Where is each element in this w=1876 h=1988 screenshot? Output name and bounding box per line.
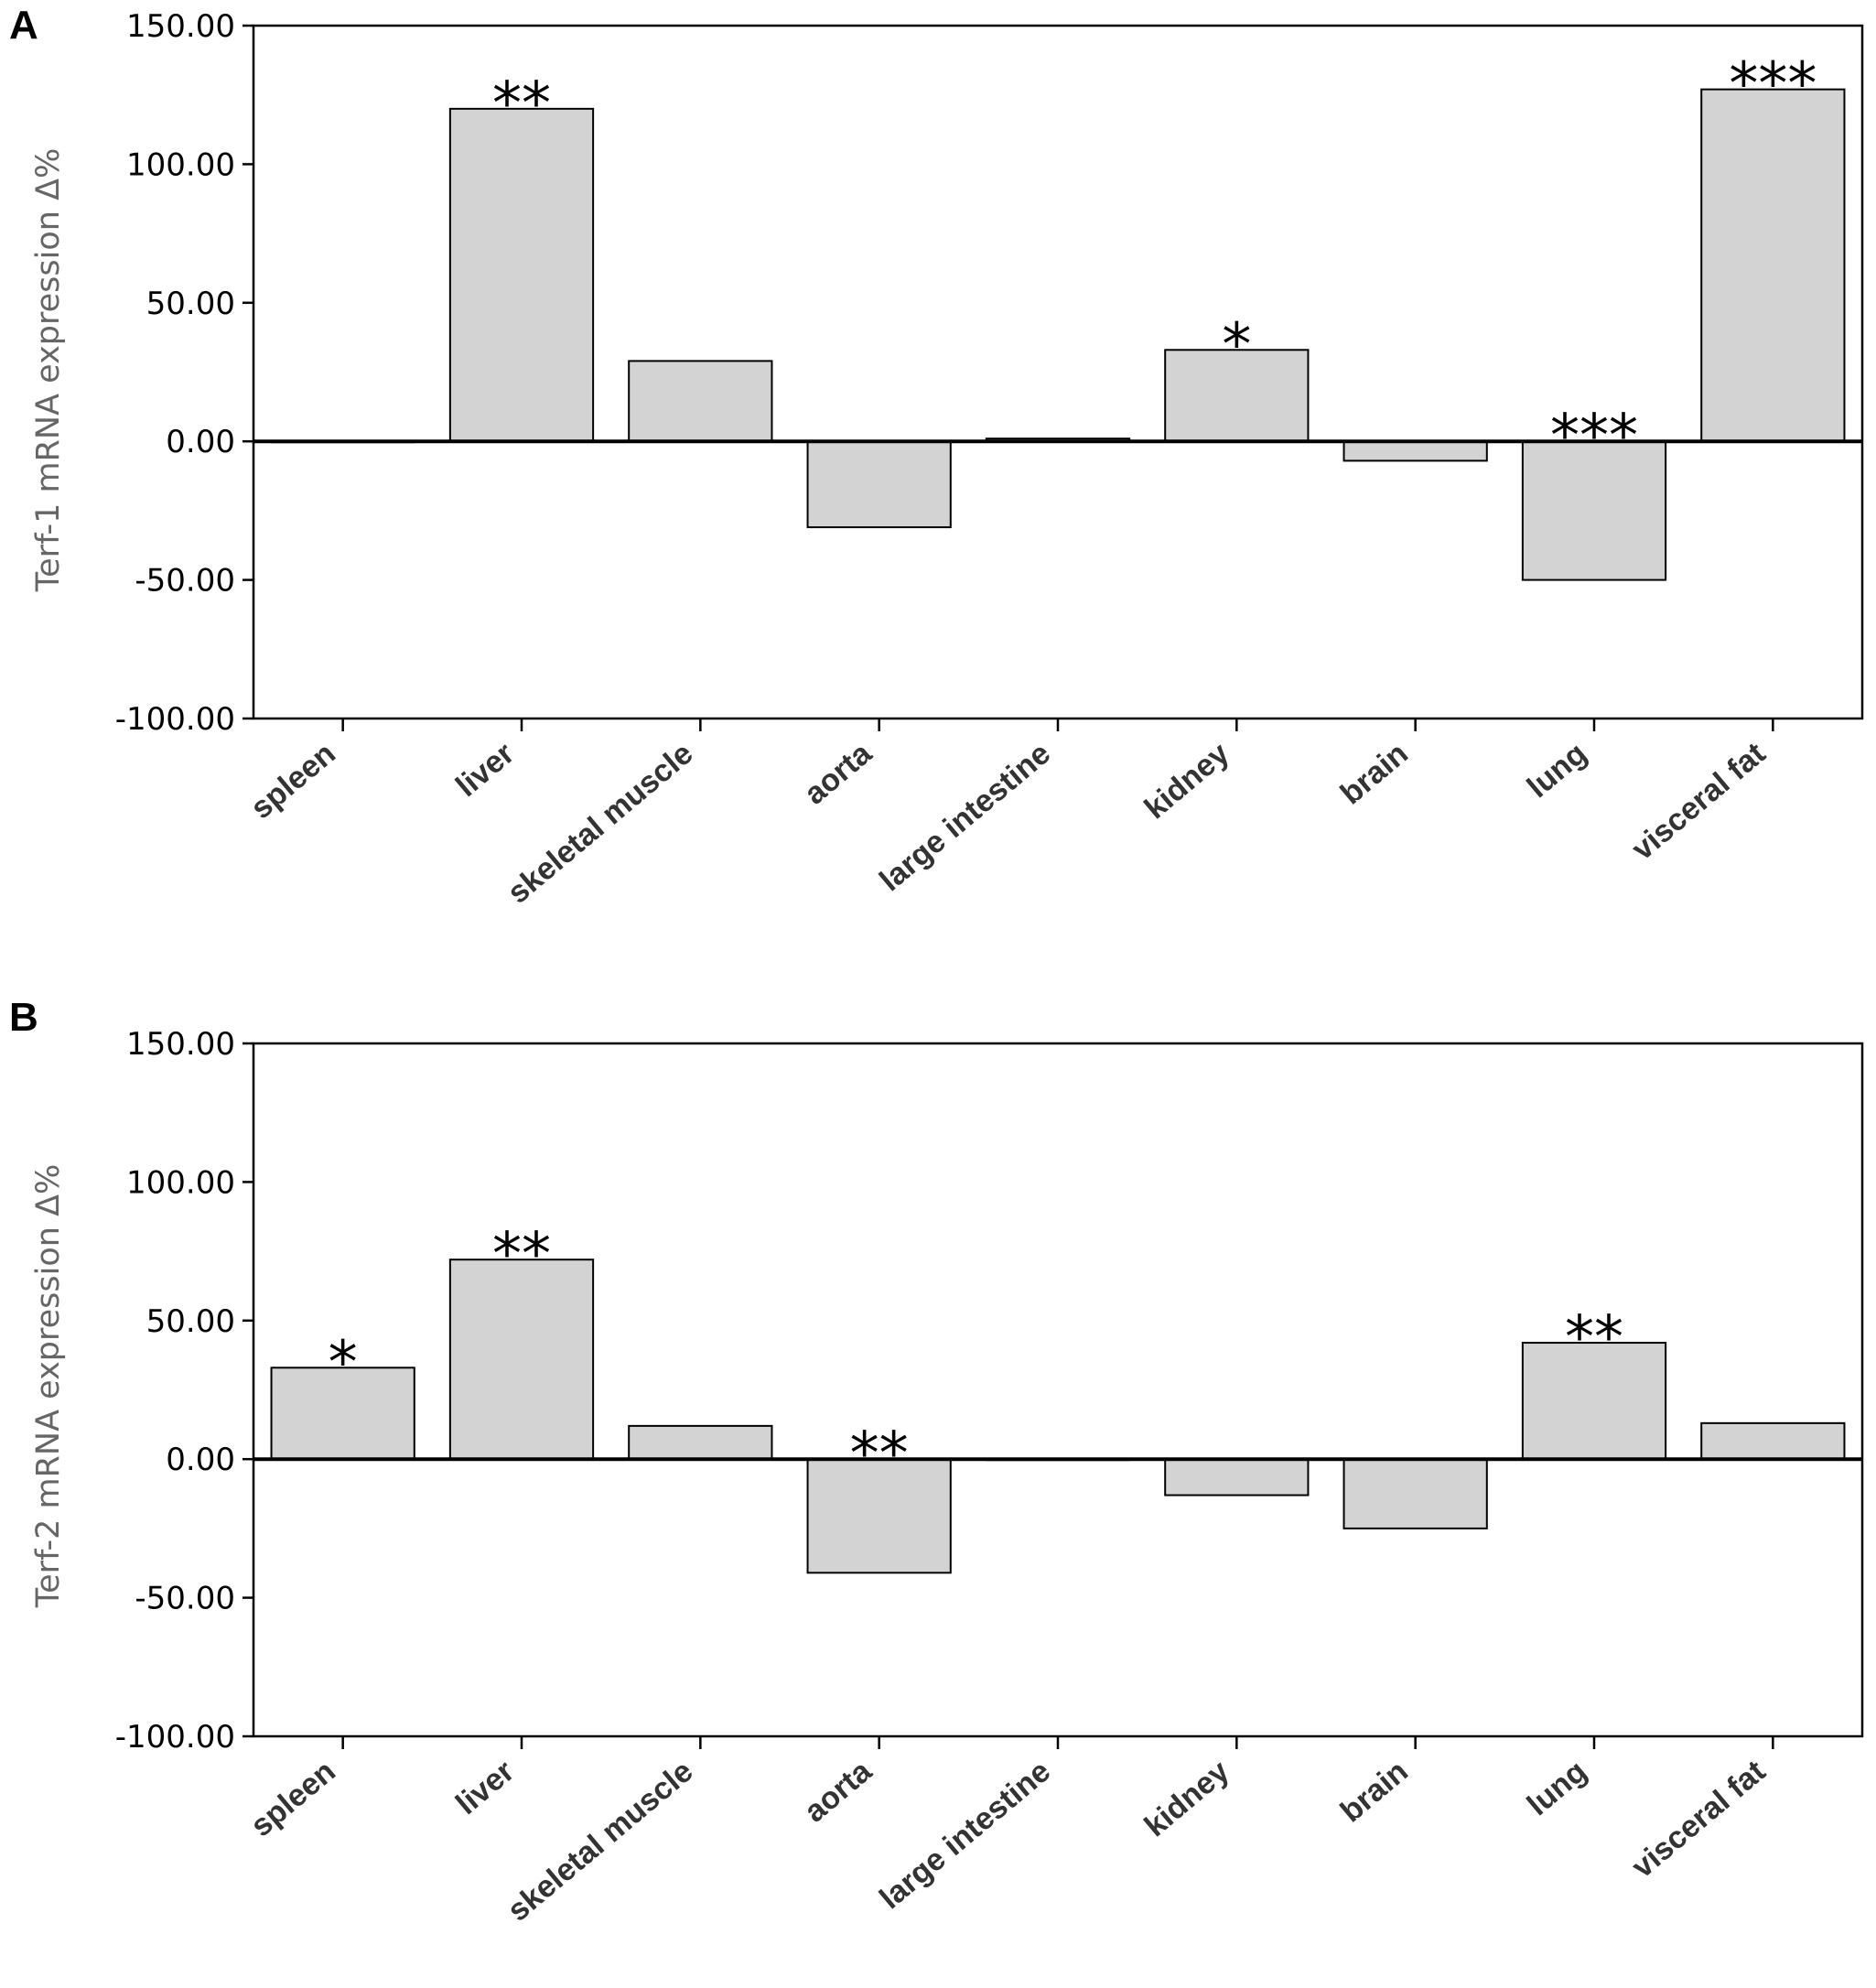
x-tick-label-b-visceral-fat: visceral fat [1625, 1754, 1773, 1885]
significance-a-lung: *** [1550, 403, 1638, 470]
bar-a-aorta [806, 440, 952, 529]
significance-b-lung: ** [1565, 1304, 1623, 1372]
y-tick-label-b-4: 100.00 [126, 1164, 235, 1201]
x-tick-label-b-skeletal-muscle: skeletal muscle [501, 1754, 699, 1929]
y-tick-label-a-4: 100.00 [126, 146, 235, 183]
bar-a-kidney [1164, 349, 1310, 443]
x-tick-label-a-kidney: kidney [1138, 736, 1236, 826]
significance-a-liver: ** [492, 70, 551, 138]
x-tick-label-b-liver: liver [449, 1754, 521, 1821]
bar-b-skeletal-muscle [628, 1424, 773, 1461]
y-tick-label-a-1: -50.00 [135, 563, 235, 600]
bar-b-lung [1521, 1342, 1667, 1461]
bar-a-brain [1342, 440, 1488, 462]
significance-b-aorta: ** [850, 1421, 909, 1488]
x-tick-label-a-liver: liver [449, 736, 521, 804]
panel-b: B Terf-2 mRNA expression Δ% -100.00 -50.0… [9, 995, 1864, 1929]
panel-letter-b: B [9, 995, 38, 1040]
x-tick-label-a-aorta: aorta [798, 735, 879, 811]
bar-b-aorta [806, 1458, 952, 1574]
significance-b-liver: ** [492, 1221, 551, 1289]
bar-b-visceral-fat [1700, 1421, 1846, 1461]
bar-b-liver [448, 1259, 595, 1461]
x-tick-label-b-large-intestine: large intestine [873, 1754, 1057, 1916]
x-tick-label-b-brain: brain [1334, 1754, 1415, 1830]
y-axis-label-a: Terf-1 mRNA expression Δ% [30, 148, 67, 593]
x-tick-label-a-lung: lung [1521, 736, 1593, 805]
bar-b-kidney [1164, 1458, 1310, 1496]
y-tick-label-b-0: -100.00 [115, 1719, 235, 1756]
x-tick-label-a-skeletal-muscle: skeletal muscle [501, 736, 699, 911]
y-tick-label-a-3: 50.00 [146, 286, 235, 322]
significance-a-visceral-fat: *** [1729, 51, 1817, 119]
y-tick-label-b-2: 0.00 [166, 1442, 235, 1478]
x-tick-label-b-spleen: spleen [244, 1754, 342, 1843]
y-tick-label-b-3: 50.00 [146, 1303, 235, 1340]
panel-a: A Terf-1 mRNA expression Δ% -100.00 -50.0… [9, 3, 1864, 911]
x-tick-label-a-visceral-fat: visceral fat [1625, 736, 1773, 867]
bar-a-lung [1521, 440, 1667, 581]
x-tick-label-b-lung: lung [1521, 1754, 1593, 1822]
bar-a-visceral-fat [1700, 88, 1846, 443]
y-tick-label-a-5: 150.00 [126, 8, 235, 45]
x-tick-label-b-kidney: kidney [1138, 1754, 1236, 1843]
significance-b-spleen: * [329, 1329, 358, 1397]
x-tick-label-a-spleen: spleen [244, 736, 342, 826]
bar-b-brain [1342, 1458, 1488, 1529]
x-tick-label-b-aorta: aorta [798, 1753, 879, 1829]
x-tick-label-a-large-intestine: large intestine [873, 736, 1057, 898]
y-tick-label-b-5: 150.00 [126, 1026, 235, 1063]
bar-a-liver [448, 107, 595, 443]
y-tick-label-a-2: 0.00 [166, 424, 235, 460]
y-axis-label-b: Terf-2 mRNA expression Δ% [30, 1164, 67, 1609]
panel-letter-a: A [9, 3, 38, 48]
x-tick-label-a-brain: brain [1334, 736, 1415, 812]
y-tick-label-b-1: -50.00 [135, 1581, 235, 1617]
significance-a-kidney: * [1222, 311, 1251, 379]
bar-a-skeletal-muscle [628, 360, 773, 443]
y-tick-label-a-0: -100.00 [115, 701, 235, 738]
